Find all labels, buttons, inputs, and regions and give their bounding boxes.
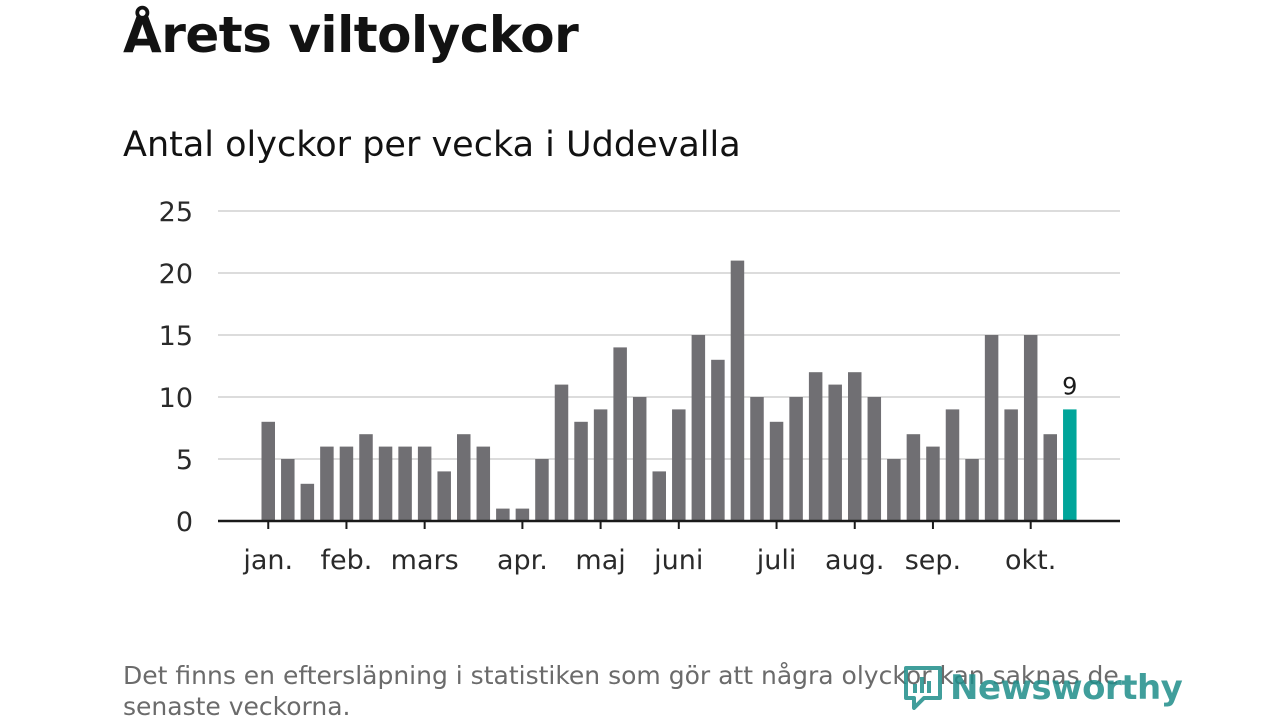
bar xyxy=(691,335,706,521)
bar xyxy=(593,409,608,521)
bar xyxy=(320,446,334,521)
bar xyxy=(652,471,666,521)
bars xyxy=(261,260,1077,521)
footnote: Det finns en eftersläpning i statistiken… xyxy=(123,661,1119,720)
x-tick-label: juni xyxy=(653,545,703,576)
grid-lines xyxy=(218,210,1120,460)
bar xyxy=(887,459,901,521)
bar xyxy=(906,434,921,521)
bar xyxy=(535,459,549,521)
data-labels: 9 xyxy=(1062,372,1077,400)
bar xyxy=(828,384,842,521)
newsworthy-logo-icon xyxy=(904,666,942,710)
bar xyxy=(339,446,354,521)
y-tick-label: 15 xyxy=(159,321,193,352)
bar xyxy=(457,434,471,521)
x-tick-label: feb. xyxy=(321,545,373,576)
bar xyxy=(574,421,588,521)
newsworthy-logo[interactable]: Newsworthy xyxy=(902,664,1183,712)
bar xyxy=(476,446,491,521)
bar xyxy=(281,459,295,521)
x-tick-label: maj xyxy=(575,545,625,576)
bar-highlight xyxy=(1063,409,1077,521)
bar xyxy=(417,446,432,521)
y-tick-label: 10 xyxy=(159,383,193,414)
bar xyxy=(965,459,979,521)
bar-value-label: 9 xyxy=(1062,372,1077,400)
bar xyxy=(437,471,451,521)
bar xyxy=(632,397,647,521)
bar xyxy=(496,508,510,521)
bar xyxy=(730,260,745,521)
bar xyxy=(672,409,686,521)
y-tick-label: 5 xyxy=(176,445,193,476)
bar xyxy=(750,397,764,521)
x-tick-label: apr. xyxy=(497,545,548,576)
bar xyxy=(515,508,530,521)
y-tick-label: 20 xyxy=(159,259,193,290)
bar xyxy=(378,446,393,521)
x-tick-label: mars xyxy=(391,545,459,576)
bar xyxy=(926,446,940,521)
x-tick-label: sep. xyxy=(905,545,961,576)
x-axis-ticks: jan. feb. mars apr. maj juni juli aug. sep. okt. xyxy=(242,521,1056,576)
bar xyxy=(789,397,803,521)
y-tick-label: 0 xyxy=(176,507,193,538)
logo-text: Newsworthy xyxy=(950,668,1183,708)
chart-subtitle: Antal olyckor per vecka i Uddevalla xyxy=(123,125,741,165)
bar xyxy=(808,372,823,521)
y-tick-label: 25 xyxy=(159,197,193,228)
x-tick-label: okt. xyxy=(1005,545,1056,576)
bar xyxy=(945,409,960,521)
bar xyxy=(261,421,275,521)
bar xyxy=(848,372,862,521)
bar xyxy=(769,421,784,521)
chart-title: Årets viltolyckor xyxy=(123,6,579,64)
bar xyxy=(1023,335,1038,521)
x-tick-label: jan. xyxy=(242,545,293,576)
bar xyxy=(554,384,569,521)
bar xyxy=(300,483,315,521)
bar xyxy=(711,359,725,521)
bar xyxy=(613,347,627,521)
x-tick-label: juli xyxy=(756,545,797,576)
bar xyxy=(1004,409,1018,521)
x-tick-label: aug. xyxy=(825,545,884,576)
bar xyxy=(984,335,999,521)
y-axis-ticks: 0 5 10 15 20 25 xyxy=(159,197,193,538)
bar xyxy=(398,446,412,521)
bar xyxy=(359,434,373,521)
bar xyxy=(1043,434,1057,521)
bar xyxy=(867,397,882,521)
